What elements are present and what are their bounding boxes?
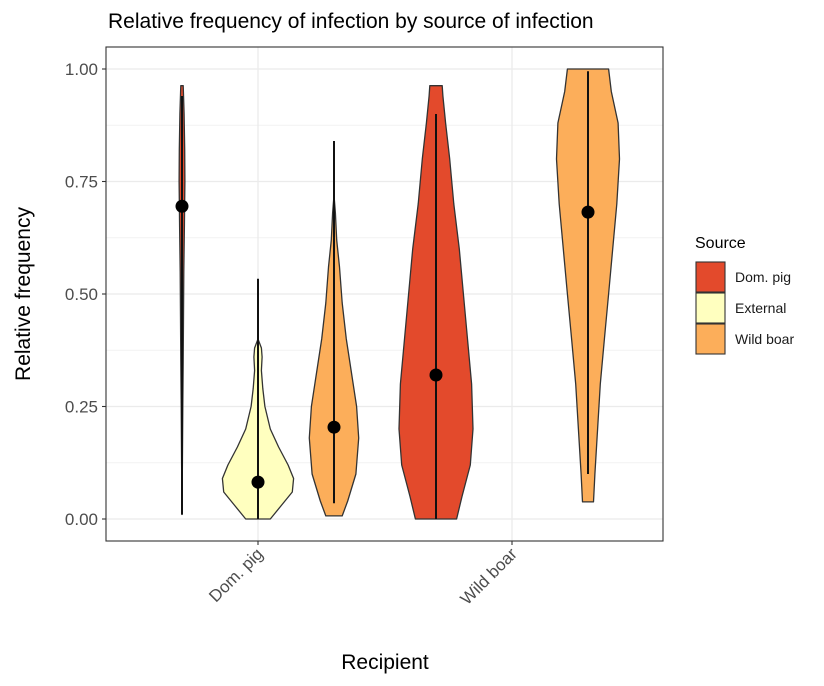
legend-label: Wild boar [735, 331, 794, 347]
x-tick-label: Dom. pig [205, 544, 267, 606]
y-axis: 0.00 0.25 0.50 0.75 1.00 [65, 60, 106, 529]
violin-wild-boar-wild-boar [555, 68, 621, 503]
x-tick-label: Wild boar [457, 544, 521, 608]
y-tick-label: 0.50 [65, 285, 98, 304]
y-tick-label: 1.00 [65, 60, 98, 79]
y-axis-title: Relative frequency [12, 207, 35, 381]
legend-key [695, 323, 726, 355]
legend-label: Dom. pig [735, 269, 791, 285]
y-tick-label: 0.75 [65, 173, 98, 192]
legend-key [695, 261, 726, 293]
legend-title: Source [695, 235, 746, 252]
y-tick-label: 0.25 [65, 398, 98, 417]
violin-dom-pig-wild-boar [308, 141, 360, 517]
x-axis-title: Recipient [341, 651, 429, 674]
violin-wild-boar-dom-pig [398, 85, 474, 520]
violin-dom-pig-external [221, 278, 295, 520]
median-point [327, 420, 341, 434]
legend: Source Dom. pig External Wild boar [695, 235, 794, 355]
chart-title: Relative frequency of infection by sourc… [108, 10, 594, 33]
median-point [581, 205, 595, 219]
violin-dom-pig-dom-pig [175, 85, 189, 516]
violins [175, 68, 621, 520]
legend-key [695, 292, 726, 324]
y-tick-label: 0.00 [65, 510, 98, 529]
median-point [251, 475, 265, 489]
median-point [429, 368, 443, 382]
legend-label: External [735, 300, 786, 316]
x-axis: Dom. pig Wild boar [205, 541, 521, 609]
median-point [175, 199, 189, 213]
